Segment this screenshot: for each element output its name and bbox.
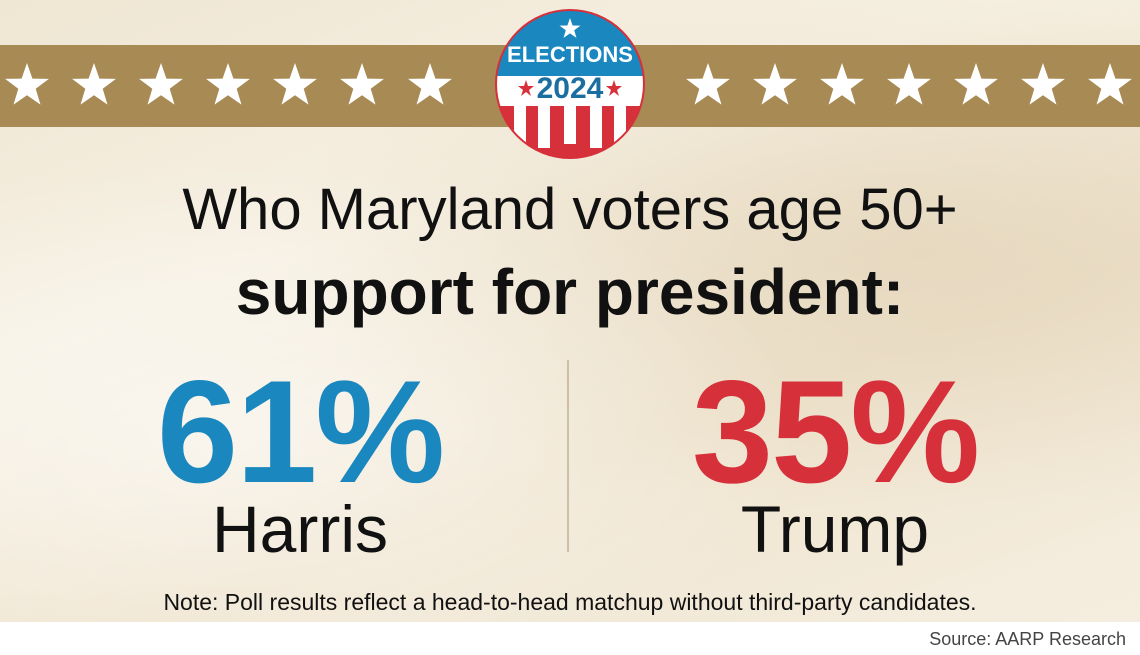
headline-line1: Who Maryland voters age 50+: [182, 177, 958, 242]
star-icon: [72, 63, 116, 105]
star-icon: [753, 63, 797, 105]
star-icon: [139, 63, 183, 105]
badge-line1: ELECTIONS: [507, 42, 633, 67]
star-icon: [340, 63, 384, 105]
star-icon: [887, 63, 931, 105]
star-icon: [606, 80, 622, 96]
harris-percent: 61%: [156, 350, 445, 513]
trump-percent: 35%: [691, 350, 980, 513]
infographic: ELECTIONS 2024 Who Maryland voters age 5…: [0, 0, 1140, 622]
badge-line2: 2024: [537, 72, 604, 105]
star-icon: [273, 63, 317, 105]
star-icon: [686, 63, 730, 105]
star-icon: [559, 18, 581, 38]
star-icon: [206, 63, 250, 105]
headline-line2: support for president:: [235, 256, 905, 328]
star-icon: [820, 63, 864, 105]
note-text: Note: Poll results reflect a head-to-hea…: [163, 589, 977, 615]
star-icon: [518, 80, 534, 96]
star-icon: [954, 63, 998, 105]
trump-label: Trump: [740, 492, 930, 566]
divider: [567, 360, 569, 552]
star-icon: [5, 63, 49, 105]
harris-label: Harris: [212, 492, 388, 566]
star-icon: [1021, 63, 1065, 105]
star-icon: [408, 63, 452, 105]
source-credit: Source: AARP Research: [929, 629, 1126, 649]
star-icon: [1088, 63, 1132, 105]
elections-2024-badge: ELECTIONS 2024: [495, 9, 645, 159]
